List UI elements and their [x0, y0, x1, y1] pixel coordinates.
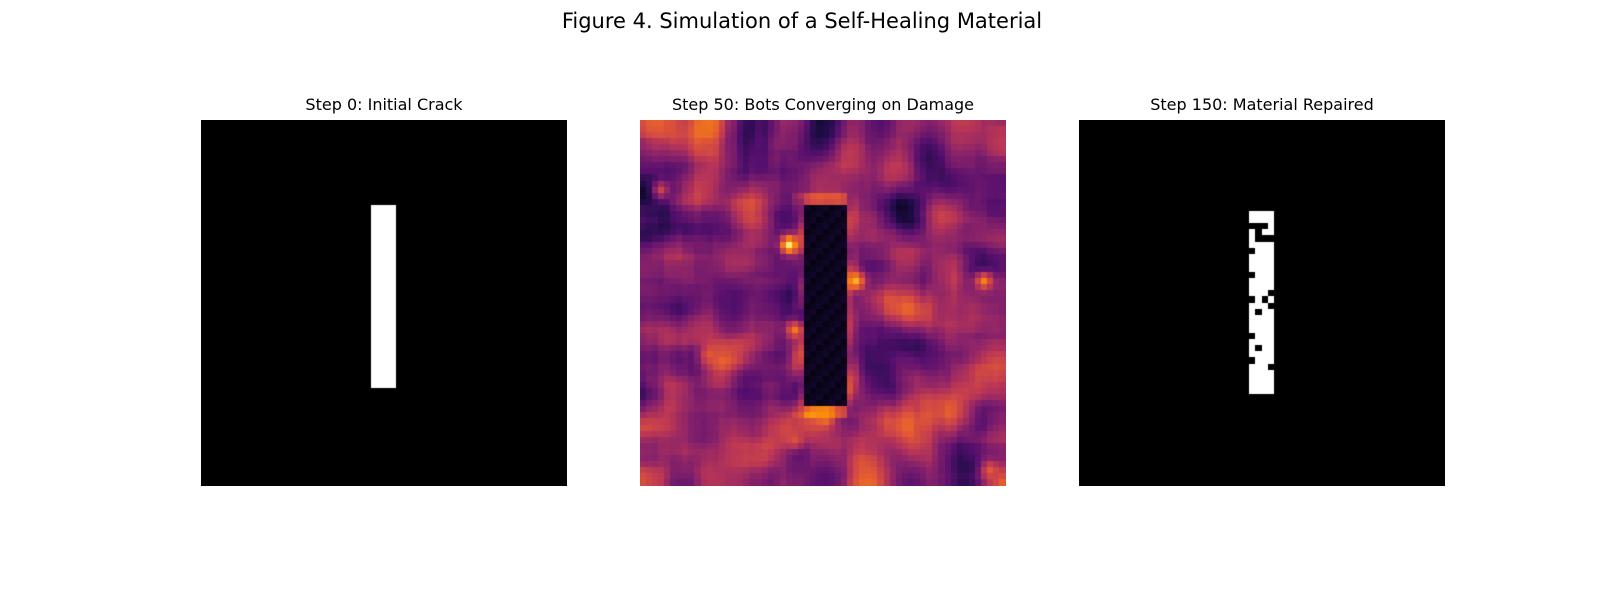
panel-title-step-0: Step 0: Initial Crack: [305, 95, 463, 114]
figure-title: Figure 4. Simulation of a Self-Healing M…: [561, 9, 1043, 33]
panel-title-step-150: Step 150: Material Repaired: [1150, 95, 1374, 114]
heatmap-step-50-bots-converging: [640, 120, 1006, 486]
panel-title-step-50: Step 50: Bots Converging on Damage: [671, 95, 975, 114]
heatmap-step-0-initial-crack: [201, 120, 567, 486]
heatmap-step-150-material-repaired: [1079, 120, 1445, 486]
